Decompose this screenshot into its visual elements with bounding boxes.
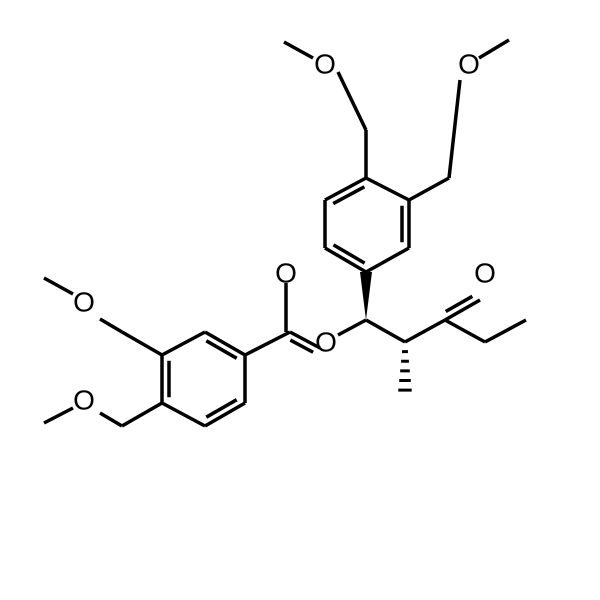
- atom-label-O4: O: [315, 327, 337, 358]
- atom-label-O5: O: [474, 258, 496, 289]
- atom-label-O2: O: [458, 49, 480, 80]
- atom-label-O7: O: [73, 385, 95, 416]
- atom-label-O6: O: [73, 287, 95, 318]
- bonds-layer: [44, 40, 526, 426]
- atom-label-O1: O: [314, 49, 336, 80]
- atom-label-O3: O: [275, 258, 297, 289]
- molecule-svg: O O O O O O O: [0, 0, 600, 600]
- labels-layer: O O O O O O O: [73, 49, 496, 416]
- chemical-structure-figure: O O O O O O O: [0, 0, 600, 600]
